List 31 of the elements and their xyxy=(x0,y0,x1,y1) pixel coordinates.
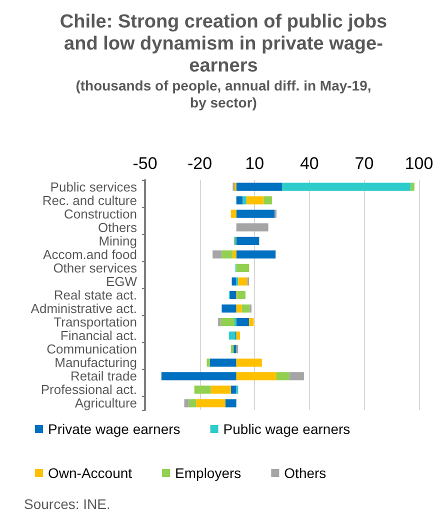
y-tick-label: Other services xyxy=(53,260,138,276)
chart-subtitle: (thousands of people, annual diff. in May-19, by sector) xyxy=(76,78,372,110)
x-tick-label: -50 xyxy=(132,154,158,173)
y-tick-label: Retail trade xyxy=(70,368,137,384)
y-tick-label: Accom.and food xyxy=(43,246,137,262)
x-tick-label: 10 xyxy=(245,154,264,173)
y-tick-label: Construction xyxy=(64,206,137,222)
y-tick-label: Administrative act. xyxy=(30,301,137,316)
y-tick-label: Manufacturing xyxy=(54,355,137,370)
legend-label: Public wage earners xyxy=(223,421,350,437)
y-tick-label: Mining xyxy=(98,233,137,248)
y-tick-label: Communication xyxy=(46,342,137,357)
y-tick-label: Public services xyxy=(50,179,138,194)
x-tick-label: -20 xyxy=(188,154,212,173)
y-tick-label: EGW xyxy=(106,274,138,289)
source-note: Sources: INE. xyxy=(24,496,110,512)
legend-label: Employers xyxy=(175,465,242,481)
legend-label: Private wage earners xyxy=(48,421,180,437)
y-tick-label: Professional act. xyxy=(40,382,137,398)
y-tick-label: Rec. and culture xyxy=(42,192,137,208)
y-tick-label: Transportation xyxy=(54,314,137,330)
x-tick-label: 100 xyxy=(404,154,434,173)
x-tick-label: 40 xyxy=(300,154,319,173)
y-tick-label: Real state act. xyxy=(54,288,137,302)
y-tick-label: Others xyxy=(98,220,138,235)
x-tick-label: 70 xyxy=(354,154,374,173)
y-tick-label: Agriculture xyxy=(74,396,137,411)
y-tick-label: Financial act. xyxy=(60,328,137,344)
legend-label: Own-Account xyxy=(48,465,132,481)
chart-title: Chile: Strong creation of public jobs and low dynamism in private wage-earners xyxy=(60,12,388,76)
legend-label: Others xyxy=(284,465,326,481)
